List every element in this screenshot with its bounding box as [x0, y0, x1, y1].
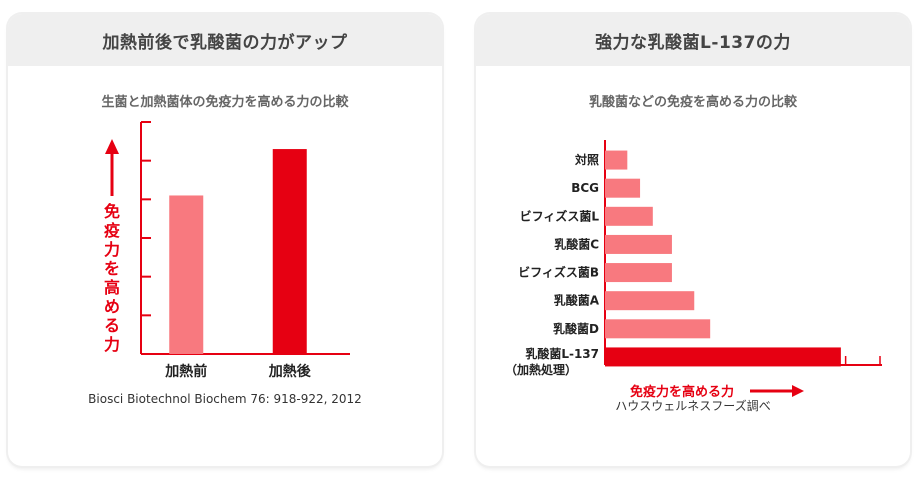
y-axis-label-char: 力	[104, 240, 120, 259]
category-label: 乳酸菌C	[554, 236, 599, 251]
category-sublabel: （加熱処理）	[505, 362, 577, 377]
left-panel-header: 加熱前後で乳酸菌の力がアップ	[8, 14, 442, 66]
y-axis-label-char: 力	[104, 335, 120, 354]
right-chart-x-axis-label: 免疫力を高める力	[630, 384, 804, 400]
x-axis-label: 免疫力を高める力	[630, 384, 734, 400]
left-chart-subtitle: 生菌と加熱菌体の免疫力を高める力の比較	[101, 95, 349, 110]
category-label: 乳酸菌A	[554, 293, 600, 308]
category-label: 加熱前	[164, 363, 207, 380]
left-chart-y-axis-label: 免疫力を高める力	[104, 139, 120, 354]
right-panel: 強力な乳酸菌L-137の力 乳酸菌などの免疫を高める力の比較 対照 BCG ビフィズ…	[476, 14, 910, 466]
left-panel: 加熱前後で乳酸菌の力がアップ 生菌と加熱菌体の免疫力を高める力の比較 加熱前 加熱…	[8, 14, 442, 466]
category-label: ビフィズス菌L	[520, 208, 600, 223]
right-chart-bars	[605, 150, 841, 367]
bar	[605, 234, 672, 254]
bar	[605, 263, 672, 283]
category-label: 対照	[574, 152, 599, 167]
left-chart-category-labels: 加熱前 加熱後	[164, 363, 311, 380]
right-bar-chart: 対照 BCG ビフィズス菌L 乳酸菌C ビフィズス菌B 乳酸菌A 乳酸菌D 乳酸菌L-137（…	[505, 140, 882, 400]
right-source-note: ハウスウェルネスフーズ調べ	[615, 399, 771, 413]
category-label: 加熱後	[268, 363, 312, 380]
y-axis-label-char: 疫	[104, 221, 120, 240]
right-chart-subtitle: 乳酸菌などの免疫を高める力の比較	[588, 95, 797, 110]
bar	[605, 150, 628, 170]
category-label: 乳酸菌D	[553, 321, 599, 336]
category-label: 乳酸菌L-137	[525, 346, 599, 361]
bar	[605, 206, 653, 226]
bar	[169, 195, 204, 354]
x-axis-arrow-head	[792, 385, 804, 397]
category-label: ビフィズス菌B	[518, 265, 599, 280]
left-chart-bars	[169, 149, 307, 354]
bar	[605, 178, 641, 198]
left-source-note: Biosci Biotechnol Biochem 76: 918-922, 2…	[88, 392, 362, 406]
right-panel-header: 強力な乳酸菌L-137の力	[476, 14, 910, 66]
right-chart-category-labels: 対照 BCG ビフィズス菌L 乳酸菌C ビフィズス菌B 乳酸菌A 乳酸菌D 乳酸菌L-137（…	[505, 152, 600, 377]
bar	[605, 319, 711, 339]
bar	[605, 291, 695, 311]
y-axis-label-char: を	[104, 259, 120, 278]
y-axis-label-char: 高	[104, 278, 120, 297]
y-axis-label-char: 免	[104, 202, 120, 221]
y-axis-label-char: め	[104, 297, 120, 316]
bar	[272, 149, 307, 354]
category-label: BCG	[571, 181, 599, 195]
y-axis-label-char: る	[104, 316, 120, 335]
y-axis-arrow-head	[105, 139, 119, 154]
left-bar-chart: 加熱前 加熱後 免疫力を高める力	[104, 121, 350, 380]
bar	[605, 347, 841, 367]
